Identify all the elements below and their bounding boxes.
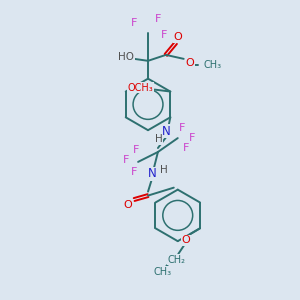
- Text: H: H: [154, 134, 162, 144]
- Text: F: F: [133, 145, 139, 155]
- Text: F: F: [155, 14, 161, 24]
- Text: F: F: [123, 155, 129, 165]
- Text: F: F: [182, 143, 189, 153]
- Text: OCH₃: OCH₃: [128, 82, 154, 93]
- Text: O: O: [186, 58, 194, 68]
- Text: F: F: [131, 18, 137, 28]
- Text: O: O: [124, 200, 133, 211]
- Text: N: N: [148, 167, 156, 180]
- Text: CH₃: CH₃: [203, 60, 222, 70]
- Text: N: N: [162, 125, 171, 138]
- Text: CH₂: CH₂: [167, 255, 185, 265]
- Text: F: F: [188, 133, 195, 143]
- Text: O: O: [182, 235, 190, 245]
- Text: F: F: [178, 123, 185, 133]
- Text: H: H: [160, 165, 168, 175]
- Text: HO: HO: [118, 52, 134, 62]
- Text: CH₃: CH₃: [153, 267, 172, 277]
- Text: O: O: [173, 32, 182, 42]
- Text: F: F: [131, 167, 137, 177]
- Text: F: F: [161, 30, 167, 40]
